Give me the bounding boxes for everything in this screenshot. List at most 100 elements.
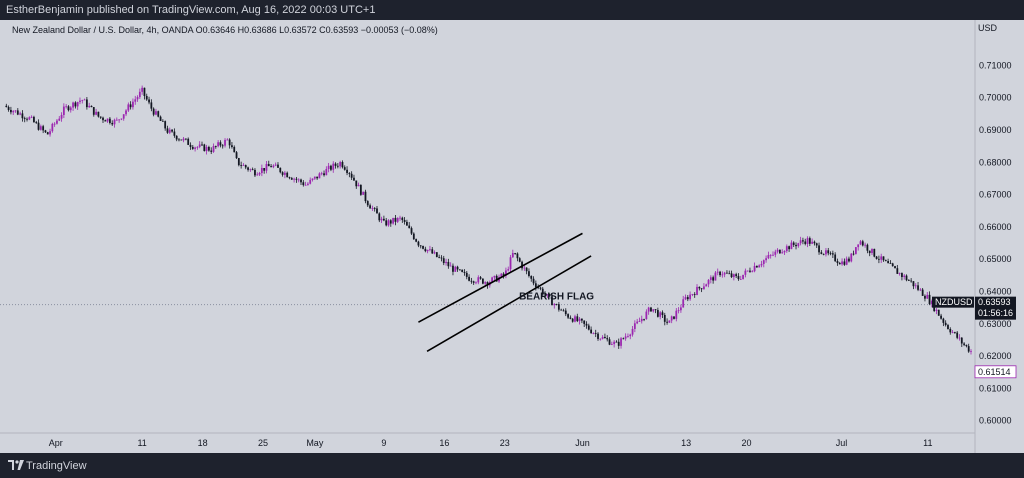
y-tick-label: 0.70000 <box>979 93 1012 103</box>
candle-body <box>102 117 104 121</box>
candle-body <box>422 245 424 249</box>
tradingview-brand[interactable]: TradingView <box>26 460 87 472</box>
candle-body <box>569 317 572 319</box>
annotation-bearish-flag: BEARISH FLAG <box>519 292 594 303</box>
candle-body <box>597 333 599 339</box>
x-tick-label: May <box>306 438 324 448</box>
candle-body <box>355 180 358 187</box>
candle-body <box>16 110 19 115</box>
symbol-info-line: New Zealand Dollar / U.S. Dollar, 4h, OA… <box>12 25 438 35</box>
candle-body <box>703 286 705 290</box>
candle-body <box>820 252 823 254</box>
candle-body <box>479 277 482 279</box>
candle-body <box>237 158 240 166</box>
candle-body <box>604 336 606 339</box>
candle-body <box>440 257 443 259</box>
price-chart[interactable]: New Zealand Dollar / U.S. Dollar, 4h, OA… <box>0 20 1024 453</box>
candle-body <box>447 261 450 267</box>
candle-body <box>295 178 298 180</box>
currency-label: USD <box>978 23 998 33</box>
candle-body <box>553 304 556 306</box>
candle-body <box>235 152 238 159</box>
candle-body <box>21 113 24 119</box>
candle-body <box>431 249 434 254</box>
candle-body <box>380 218 383 221</box>
candle-body <box>161 120 164 122</box>
candle-body <box>277 164 279 168</box>
x-tick-label: 11 <box>137 438 146 448</box>
candle-body <box>836 261 839 263</box>
candle-body <box>456 266 459 270</box>
candle-body <box>429 249 431 251</box>
candle-body <box>433 252 436 254</box>
candle-body <box>389 220 392 224</box>
candle-body <box>256 174 259 176</box>
candle-body <box>668 320 671 323</box>
candle-body <box>827 250 830 254</box>
candle-body <box>376 208 378 214</box>
candle-body <box>136 97 139 100</box>
candle-body <box>567 314 569 318</box>
candle-body <box>399 217 401 219</box>
y-tick-label: 0.71000 <box>979 60 1012 70</box>
candle-body <box>267 163 270 167</box>
candle-body <box>723 272 726 275</box>
candle-body <box>97 111 100 117</box>
candle-body <box>106 118 109 122</box>
candle-body <box>309 179 312 184</box>
candle-body <box>129 104 132 108</box>
candle-body <box>145 96 148 100</box>
candle-body <box>240 165 243 166</box>
candle-body <box>578 318 581 322</box>
candle-body <box>709 277 712 280</box>
candle-body <box>707 279 710 285</box>
candle-body <box>28 117 31 120</box>
candle-body <box>5 105 8 108</box>
candle-body <box>636 321 639 324</box>
candle-body <box>940 315 942 319</box>
tradingview-logo-icon[interactable] <box>8 459 24 471</box>
candle-body <box>293 178 295 180</box>
candle-body <box>198 144 201 147</box>
candle-body <box>486 282 489 286</box>
candle-body <box>700 288 703 290</box>
candle-body <box>928 294 931 304</box>
candle-body <box>406 221 408 226</box>
publisher-header: EstherBenjamin published on TradingView.… <box>0 0 1024 20</box>
candle-body <box>194 147 196 149</box>
candle-body <box>85 99 88 108</box>
candle-body <box>815 243 818 246</box>
candle-body <box>178 139 180 141</box>
candle-body <box>965 344 968 347</box>
candle-body <box>477 277 480 283</box>
candle-body <box>514 253 517 254</box>
candle-body <box>196 146 199 148</box>
candle-body <box>523 267 526 269</box>
candle-body <box>30 116 33 118</box>
candle-body <box>880 256 883 260</box>
candle-body <box>693 294 696 296</box>
candle-body <box>415 239 418 242</box>
candle-body <box>845 258 848 265</box>
y-tick-label: 0.61000 <box>979 383 1012 393</box>
candle-body <box>180 139 183 141</box>
candle-body <box>712 277 715 281</box>
candle-body <box>882 256 885 261</box>
candle-body <box>392 217 395 224</box>
candle-body <box>60 114 63 119</box>
candle-body <box>157 111 160 117</box>
chart-panel[interactable]: New Zealand Dollar / U.S. Dollar, 4h, OA… <box>0 20 1024 453</box>
candle-body <box>716 271 719 273</box>
candle-body <box>917 285 919 290</box>
candle-body <box>461 269 464 272</box>
publisher-line: EstherBenjamin published on TradingView.… <box>6 4 376 16</box>
candle-body <box>505 270 507 276</box>
candle-body <box>426 249 429 252</box>
candle-body <box>732 274 735 278</box>
candle-body <box>792 242 795 245</box>
candle-body <box>286 172 289 178</box>
x-tick-label: 13 <box>681 438 691 448</box>
candle-body <box>661 312 664 315</box>
candle-body <box>868 250 871 254</box>
candle-body <box>719 271 721 276</box>
